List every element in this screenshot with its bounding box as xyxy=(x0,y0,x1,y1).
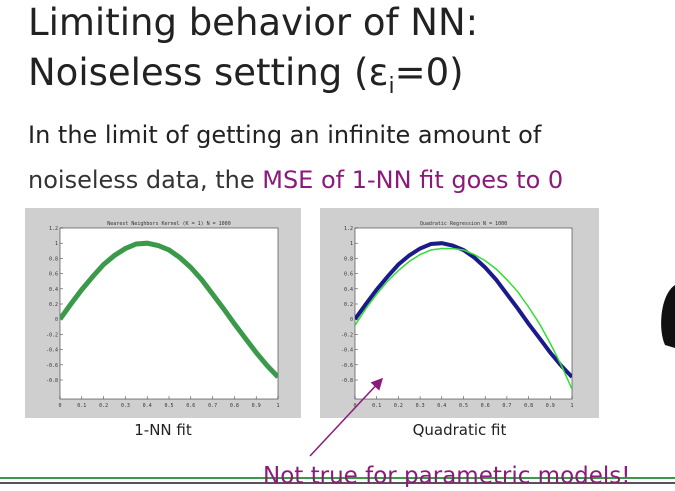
title-text: Noiseless setting (ε xyxy=(28,51,388,94)
body-text: noiseless data, the xyxy=(28,166,262,194)
y-tick-label: 0.2 xyxy=(344,302,353,308)
x-tick-label: 1 xyxy=(276,403,279,409)
x-tick-label: 0 xyxy=(353,403,356,409)
chart: Quadratic Regression N = 1000 0 0.1 0.2 0.3 0… xyxy=(320,208,599,439)
y-tick-label: 0.8 xyxy=(344,256,353,262)
chart-caption: 1-NN fit xyxy=(134,421,192,439)
y-tick-label: -0.4 xyxy=(46,348,58,354)
body-highlight: MSE of 1-NN fit goes to 0 xyxy=(262,166,563,194)
speaker-silhouette xyxy=(661,285,675,348)
y-tick-label: 1 xyxy=(350,241,353,247)
y-tick-label: 0.2 xyxy=(49,302,58,308)
y-tick-label: -0.6 xyxy=(341,363,353,369)
chart-title: Quadratic Regression N = 1000 xyxy=(420,221,507,227)
y-tick-label: 1.2 xyxy=(49,226,58,232)
x-tick-label: 0.3 xyxy=(121,403,130,409)
x-tick-label: 0.9 xyxy=(252,403,261,409)
y-tick-label: -0.8 xyxy=(341,378,353,384)
x-tick-label: 0.7 xyxy=(208,403,217,409)
x-tick-label: 0.7 xyxy=(502,403,511,409)
x-tick-label: 0.5 xyxy=(164,403,173,409)
y-tick-label: -0.6 xyxy=(46,363,58,369)
y-tick-label: 0.8 xyxy=(49,256,58,262)
x-tick-label: 0.8 xyxy=(230,403,239,409)
y-tick-label: 0.4 xyxy=(49,287,58,293)
x-tick-label: 0.1 xyxy=(372,403,381,409)
plot-area xyxy=(59,227,279,400)
y-tick-label: 0 xyxy=(55,317,58,323)
x-tick-label: 0.4 xyxy=(143,403,152,409)
title-line: Limiting behavior of NN: xyxy=(28,1,478,44)
x-tick-label: 0.6 xyxy=(481,403,490,409)
x-tick-label: 1 xyxy=(570,403,573,409)
x-tick-label: 0.9 xyxy=(546,403,555,409)
x-tick-label: 0.6 xyxy=(186,403,195,409)
chart-caption: Quadratic fit xyxy=(413,421,507,439)
y-tick-label: -0.4 xyxy=(341,348,353,354)
charts: Nearest Neighbors Kernel (K = 1) N = 100… xyxy=(25,208,599,439)
x-tick-label: 0.4 xyxy=(437,403,446,409)
x-tick-label: 0.5 xyxy=(459,403,468,409)
annotation: Not true for parametric models! xyxy=(263,463,631,487)
y-tick-label: 1.2 xyxy=(344,226,353,232)
title-text: =0) xyxy=(395,51,464,94)
x-tick-label: 0.8 xyxy=(524,403,533,409)
x-tick-label: 0.2 xyxy=(394,403,403,409)
data-line xyxy=(60,240,278,379)
chart: Nearest Neighbors Kernel (K = 1) N = 100… xyxy=(25,208,301,439)
y-tick-label: -0.2 xyxy=(341,332,353,338)
title-subscript: i xyxy=(388,74,394,99)
y-tick-label: -0.2 xyxy=(46,332,58,338)
x-tick-label: 0.2 xyxy=(99,403,108,409)
body-line: noiseless data, the MSE of 1-NN fit goes… xyxy=(28,166,563,194)
chart-title: Nearest Neighbors Kernel (K = 1) N = 100… xyxy=(107,221,230,227)
x-tick-label: 0.3 xyxy=(416,403,425,409)
y-tick-label: 0.6 xyxy=(344,272,353,278)
annotation-arrow xyxy=(309,377,384,457)
plot-area xyxy=(354,227,573,400)
y-tick-label: 0.6 xyxy=(49,272,58,278)
y-tick-label: 1 xyxy=(55,241,58,247)
body-line: In the limit of getting an infinite amou… xyxy=(28,121,542,149)
y-tick-label: 0 xyxy=(350,317,353,323)
x-tick-label: 0.1 xyxy=(77,403,86,409)
data-line xyxy=(355,247,572,390)
x-tick-label: 0 xyxy=(58,403,61,409)
title-line: Noiseless setting (εi=0) xyxy=(28,51,464,99)
y-tick-label: -0.8 xyxy=(46,378,58,384)
y-tick-label: 0.4 xyxy=(344,287,353,293)
